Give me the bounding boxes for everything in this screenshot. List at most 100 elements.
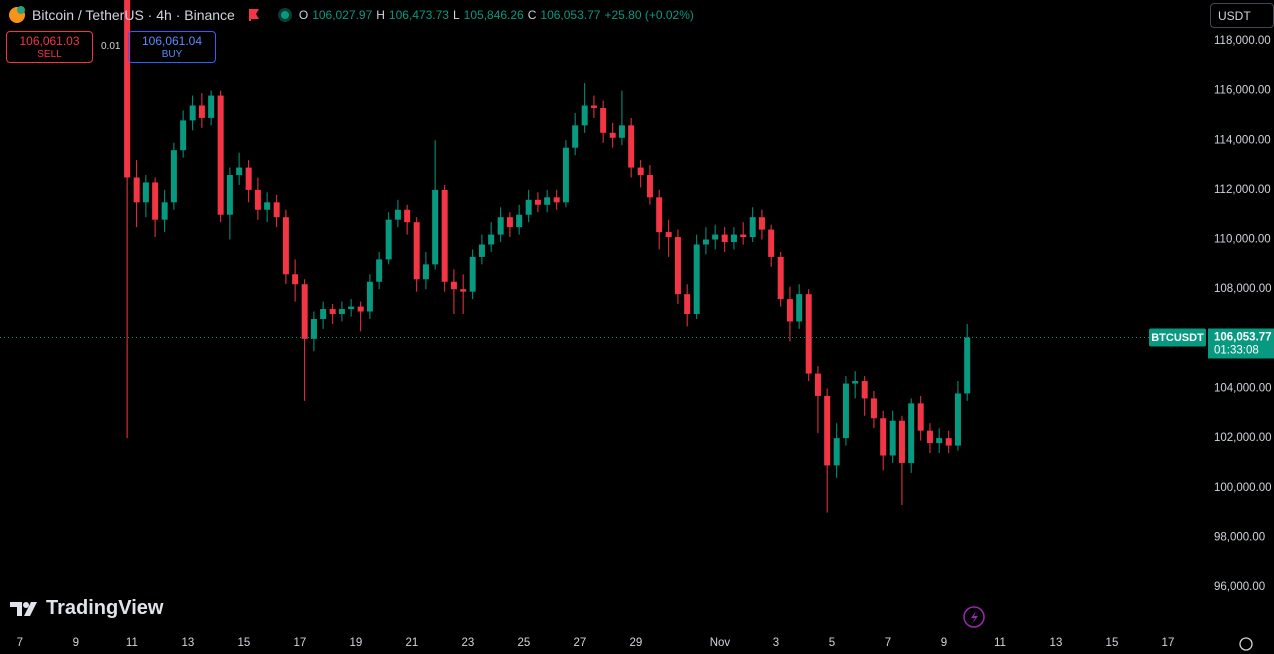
x-tick-label: 27 xyxy=(574,637,587,649)
candle-body xyxy=(674,237,681,295)
candle-body xyxy=(152,182,159,220)
sell-price: 106,061.03 xyxy=(19,34,80,48)
candle-body xyxy=(544,197,551,205)
currency-select[interactable]: USDT xyxy=(1210,3,1274,28)
y-tick-label: 114,000.00 xyxy=(1214,134,1271,146)
candle-body xyxy=(702,239,709,245)
x-tick-label: 25 xyxy=(518,637,531,649)
y-tick-label: 96,000.00 xyxy=(1214,581,1265,593)
candle-body xyxy=(814,373,821,396)
sell-button[interactable]: 106,061.03 SELL xyxy=(6,31,93,63)
buy-label: BUY xyxy=(161,49,183,60)
candle-body xyxy=(198,105,205,118)
candle-body xyxy=(226,175,233,215)
candle-body xyxy=(338,309,345,315)
currency: USDT xyxy=(1218,9,1251,23)
candle-body xyxy=(497,217,504,235)
settings-icon[interactable] xyxy=(1239,637,1253,651)
plot-area xyxy=(0,0,1208,513)
y-tick-label: 116,000.00 xyxy=(1214,85,1271,97)
buy-button[interactable]: 106,061.04 BUY xyxy=(128,31,216,63)
candle-body xyxy=(376,259,383,282)
candle-body xyxy=(880,418,887,456)
alert-icon[interactable] xyxy=(963,606,985,628)
candle-body xyxy=(637,167,644,175)
candle-body xyxy=(385,219,392,260)
flag-icon[interactable] xyxy=(247,8,261,22)
brand-icon xyxy=(10,601,37,616)
candle-body xyxy=(870,398,877,419)
ohlc-value: 105,846.26 xyxy=(463,8,524,22)
candle-body xyxy=(936,438,943,444)
symbol-title[interactable]: Bitcoin / TetherUS · 4h · Binance xyxy=(32,7,235,23)
x-tick-label: 9 xyxy=(73,637,79,649)
candle-body xyxy=(684,294,691,315)
x-tick-label: 19 xyxy=(350,637,363,649)
x-tick-label: 21 xyxy=(406,637,419,649)
candle-body xyxy=(264,202,271,210)
x-tick-label: 3 xyxy=(773,637,779,649)
x-tick-label: 11 xyxy=(126,637,138,649)
ohlc-key: H xyxy=(376,8,385,22)
candle-body xyxy=(926,430,933,444)
y-tick-label: 108,000.00 xyxy=(1214,283,1272,295)
candle-body xyxy=(404,209,411,223)
candle-body xyxy=(618,125,625,138)
candle-body xyxy=(245,167,252,190)
x-tick-label: 29 xyxy=(630,637,643,649)
candle-body xyxy=(469,256,476,292)
ohlc-value: 106,053.77 xyxy=(540,8,601,22)
candle-body xyxy=(758,217,765,230)
candle-body xyxy=(124,0,131,178)
y-tick-label: 100,000.00 xyxy=(1214,482,1272,494)
candle-body xyxy=(394,209,401,220)
candle-body xyxy=(516,214,523,228)
candle-body xyxy=(693,244,700,315)
candle-body xyxy=(749,217,756,238)
x-tick-label: 17 xyxy=(1162,637,1175,649)
x-tick-label: 13 xyxy=(1050,637,1063,649)
candle-body xyxy=(525,199,532,215)
candle-body xyxy=(740,234,747,238)
y-tick-label: 98,000.00 xyxy=(1214,531,1265,543)
symbol-header: Bitcoin / TetherUS · 4h · Binance O 106,0… xyxy=(8,6,694,24)
candle-body xyxy=(572,125,579,148)
candle-body xyxy=(861,381,868,399)
y-tick-label: 112,000.00 xyxy=(1214,184,1271,196)
candle-body xyxy=(460,289,467,292)
candle-body xyxy=(180,120,187,151)
candle-body xyxy=(590,105,597,108)
x-tick-label: 9 xyxy=(941,637,947,649)
candle-body xyxy=(600,107,607,133)
x-tick-label: 11 xyxy=(994,637,1006,649)
change: +25.80 (+0.02%) xyxy=(604,8,694,22)
candle-body xyxy=(945,438,952,446)
candle-body xyxy=(665,232,672,238)
brand-name: TradingView xyxy=(46,597,164,619)
candle-body xyxy=(348,306,355,310)
candle-body xyxy=(301,284,308,339)
candle-body xyxy=(721,234,728,243)
candle-body xyxy=(292,274,299,285)
buy-price: 106,061.04 xyxy=(141,34,203,48)
candle-body xyxy=(329,309,336,315)
candle-body xyxy=(954,393,961,446)
candle-body xyxy=(562,147,569,203)
candle-body xyxy=(889,420,896,456)
ohlc-key: O xyxy=(298,8,309,22)
candle-body xyxy=(357,306,364,312)
ohlc-legend: O 106,027.97 H 106,473.73 L 105,846.26 C 106,05… xyxy=(299,8,694,22)
countdown: 01:33:08 xyxy=(1214,345,1259,357)
x-tick-label: 15 xyxy=(1106,637,1119,649)
ohlc-key: C xyxy=(527,8,537,22)
candle-body xyxy=(133,177,140,203)
candle-body xyxy=(478,244,485,257)
candle-body xyxy=(656,197,663,233)
ohlc-value: 106,027.97 xyxy=(312,8,373,22)
y-tick-label: 104,000.00 xyxy=(1214,383,1272,395)
ohlc-value: 106,473.73 xyxy=(388,8,449,22)
candle-body xyxy=(142,182,149,203)
candle-body xyxy=(898,420,905,463)
